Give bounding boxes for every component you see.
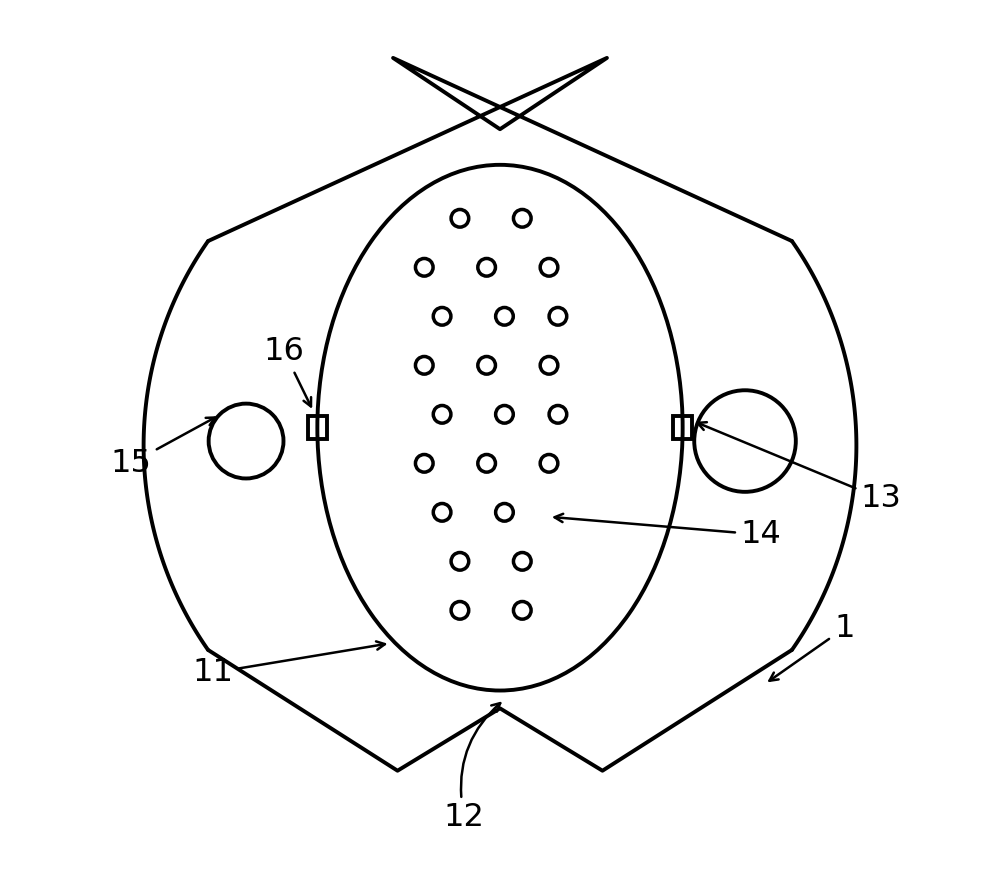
Text: 14: 14 (555, 514, 781, 550)
Text: 16: 16 (264, 337, 311, 406)
Bar (308, 416, 327, 439)
Bar (673, 416, 692, 439)
Text: 13: 13 (698, 422, 902, 514)
Text: 15: 15 (111, 418, 215, 478)
Text: 11: 11 (193, 642, 385, 688)
Text: 1: 1 (769, 613, 855, 681)
Text: 12: 12 (444, 703, 500, 833)
